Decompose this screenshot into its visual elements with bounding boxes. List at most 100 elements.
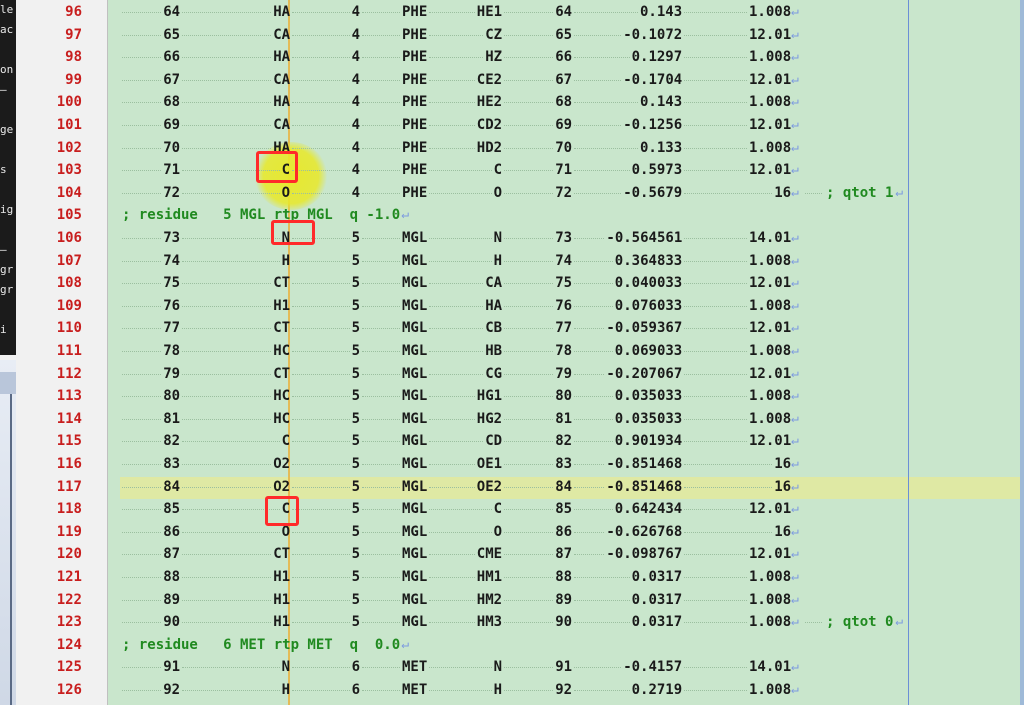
whitespace-marker [504, 283, 554, 285]
whitespace-marker [122, 34, 162, 37]
table-row[interactable]: 97 65 CA 4 PHE CZ 65 -0.1072 12.01 ↵ [0, 24, 1024, 46]
table-row[interactable]: 120 87 CT 5 MGL CME 87 -0.098767 12.01 ↵ [0, 543, 1024, 565]
whitespace-marker [292, 125, 350, 127]
whitespace-marker [504, 418, 554, 421]
table-row[interactable]: 116 83 O2 5 MGL OE1 83 -0.851468 16 ↵ [0, 453, 1024, 475]
whitespace-marker [684, 464, 773, 466]
whitespace-marker [429, 509, 492, 511]
table-row[interactable]: 112 79 CT 5 MGL CG 79 -0.207067 12.01 ↵ [0, 363, 1024, 385]
table-row[interactable]: 126 92 H 6 MET H 92 0.2719 1.008 ↵ [0, 679, 1024, 701]
table-row[interactable]: 108 75 CT 5 MGL CA 75 0.040033 12.01 ↵ [0, 272, 1024, 294]
resnr: 5 [351, 456, 361, 472]
table-row[interactable]: 110 77 CT 5 MGL CB 77 -0.059367 12.01 ↵ [0, 317, 1024, 339]
atom-type: O [281, 184, 291, 201]
table-row[interactable]: 106 73 N 5 MGL N 73 -0.564561 14.01 ↵ [0, 227, 1024, 249]
return-mark: ↵ [791, 230, 799, 245]
atom-nr: 91 [163, 659, 181, 676]
cgnr: 88 [555, 569, 573, 585]
table-row[interactable]: 111 78 HC 5 MGL HB 78 0.069033 1.008 ↵ [0, 340, 1024, 362]
return-mark: ↵ [791, 433, 799, 449]
line-number: 96 [65, 4, 82, 20]
whitespace-marker [182, 102, 272, 104]
annotation-box [256, 151, 298, 183]
table-row[interactable]: 113 80 HC 5 MGL HG1 80 0.035033 1.008 ↵ [0, 385, 1024, 407]
cgnr: 82 [555, 433, 573, 450]
whitespace-marker [182, 599, 272, 602]
whitespace-marker [182, 283, 272, 285]
return-mark: ↵ [791, 320, 799, 336]
whitespace-marker [504, 577, 554, 579]
whitespace-marker [182, 464, 272, 466]
atom-nr: 75 [163, 275, 181, 292]
terminal-text-fragment: s [0, 164, 7, 176]
table-row[interactable]: 115 82 C 5 MGL CD 82 0.901934 12.01 ↵ [0, 430, 1024, 452]
mass: 12.01 [749, 501, 792, 518]
charge: 0.1297 [631, 49, 683, 66]
whitespace-marker [429, 125, 475, 127]
line-number: 101 [56, 117, 82, 133]
whitespace-marker [292, 509, 350, 511]
whitespace-marker [684, 418, 747, 421]
whitespace-marker [182, 690, 280, 692]
table-row[interactable]: 101 69 CA 4 PHE CD2 69 -0.1256 12.01 ↵ [0, 114, 1024, 136]
table-row[interactable]: 100 68 HA 4 PHE HE2 68 0.143 1.008 ↵ [0, 91, 1024, 113]
whitespace-marker [504, 79, 554, 82]
table-row[interactable]: 114 81 HC 5 MGL HG2 81 0.035033 1.008 ↵ [0, 408, 1024, 430]
atom-nr: 77 [163, 320, 181, 337]
whitespace-marker [684, 328, 747, 330]
table-row[interactable]: 98 66 HA 4 PHE HZ 66 0.1297 1.008 ↵ [0, 46, 1024, 68]
cgnr: 79 [555, 365, 573, 382]
terminal-text-fragment: ge [0, 124, 14, 136]
line-number: 121 [56, 569, 82, 585]
table-row[interactable]: 109 76 H1 5 MGL HA 76 0.076033 1.008 ↵ [0, 295, 1024, 317]
comment-line[interactable]: 105 ; residue 5 MGL rtp MGL q -1.0 ↵ [0, 204, 1024, 226]
table-row[interactable]: 123 90 H1 5 MGL HM3 90 0.0317 1.008 ↵; qtot 0 ↵ [0, 611, 1024, 633]
whitespace-marker [504, 238, 554, 240]
charge: 0.0317 [631, 614, 683, 631]
whitespace-marker [429, 690, 492, 692]
table-row[interactable]: 102 70 HA 4 PHE HD2 70 0.133 1.008 ↵ [0, 137, 1024, 159]
table-row[interactable]: 96 64 HA 4 PHE HE1 64 0.143 1.008 ↵ [0, 1, 1024, 23]
whitespace-marker [429, 554, 475, 556]
table-row[interactable]: 104 72 O 4 PHE O 72 -0.5679 16 ↵; qtot 1 ↵ [0, 182, 1024, 204]
cgnr: 70 [555, 139, 573, 156]
resnr: 4 [351, 4, 361, 20]
cgnr: 86 [555, 523, 573, 540]
return-mark: ↵ [791, 569, 799, 584]
atom-type: O2 [273, 456, 291, 472]
table-row[interactable]: 107 74 H 5 MGL H 74 0.364833 1.008 ↵ [0, 250, 1024, 272]
table-row[interactable]: 103 71 C 4 PHE C 71 0.5973 12.01 ↵ [0, 159, 1024, 181]
line-number: 110 [56, 320, 82, 337]
atom-nr: 84 [163, 478, 181, 495]
table-row[interactable]: 118 85 C 5 MGL C 85 0.642434 12.01 ↵ [0, 498, 1024, 520]
table-row[interactable]: 119 86 O 5 MGL O 86 -0.626768 16 ↵ [0, 521, 1024, 543]
return-mark: ↵ [791, 456, 799, 471]
whitespace-marker [122, 373, 162, 376]
atom-type: O [281, 523, 291, 540]
mass: 1.008 [749, 410, 792, 427]
resnr: 5 [351, 388, 361, 405]
whitespace-marker [429, 170, 492, 172]
charge: -0.5679 [623, 184, 683, 201]
table-row[interactable]: 117 84 O2 5 MGL OE2 84 -0.851468 16 ↵ [0, 476, 1024, 498]
whitespace-marker [292, 260, 350, 263]
whitespace-marker [362, 102, 400, 104]
table-row[interactable]: 125 91 N 6 MET N 91 -0.4157 14.01 ↵ [0, 656, 1024, 678]
table-row[interactable]: 122 89 H1 5 MGL HM2 89 0.0317 1.008 ↵ [0, 589, 1024, 611]
whitespace-marker [684, 12, 747, 14]
whitespace-marker [362, 554, 400, 556]
comment-line[interactable]: 124 ; residue 6 MET rtp MET q 0.0 ↵ [0, 634, 1024, 656]
whitespace-marker [684, 125, 747, 127]
cgnr: 91 [555, 659, 573, 676]
whitespace-marker [429, 531, 492, 534]
whitespace-marker [362, 57, 400, 59]
whitespace-marker [574, 238, 605, 240]
mass: 1.008 [749, 297, 792, 314]
cgnr: 83 [555, 456, 573, 472]
table-row[interactable]: 121 88 H1 5 MGL HM1 88 0.0317 1.008 ↵ [0, 566, 1024, 588]
resnr: 5 [351, 433, 361, 450]
table-row[interactable]: 99 67 CA 4 PHE CE2 67 -0.1704 12.01 ↵ [0, 69, 1024, 91]
resnr: 5 [351, 501, 361, 518]
background-window-titlebar[interactable] [0, 372, 16, 394]
whitespace-marker [504, 260, 554, 263]
